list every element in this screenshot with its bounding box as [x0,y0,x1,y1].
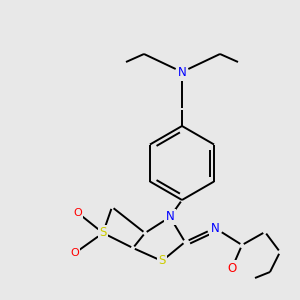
Text: S: S [158,254,166,268]
Text: O: O [227,262,237,275]
Text: N: N [166,211,174,224]
Text: S: S [99,226,107,239]
Text: O: O [74,208,82,218]
Text: N: N [211,221,219,235]
Text: N: N [178,65,186,79]
Text: O: O [70,248,80,258]
